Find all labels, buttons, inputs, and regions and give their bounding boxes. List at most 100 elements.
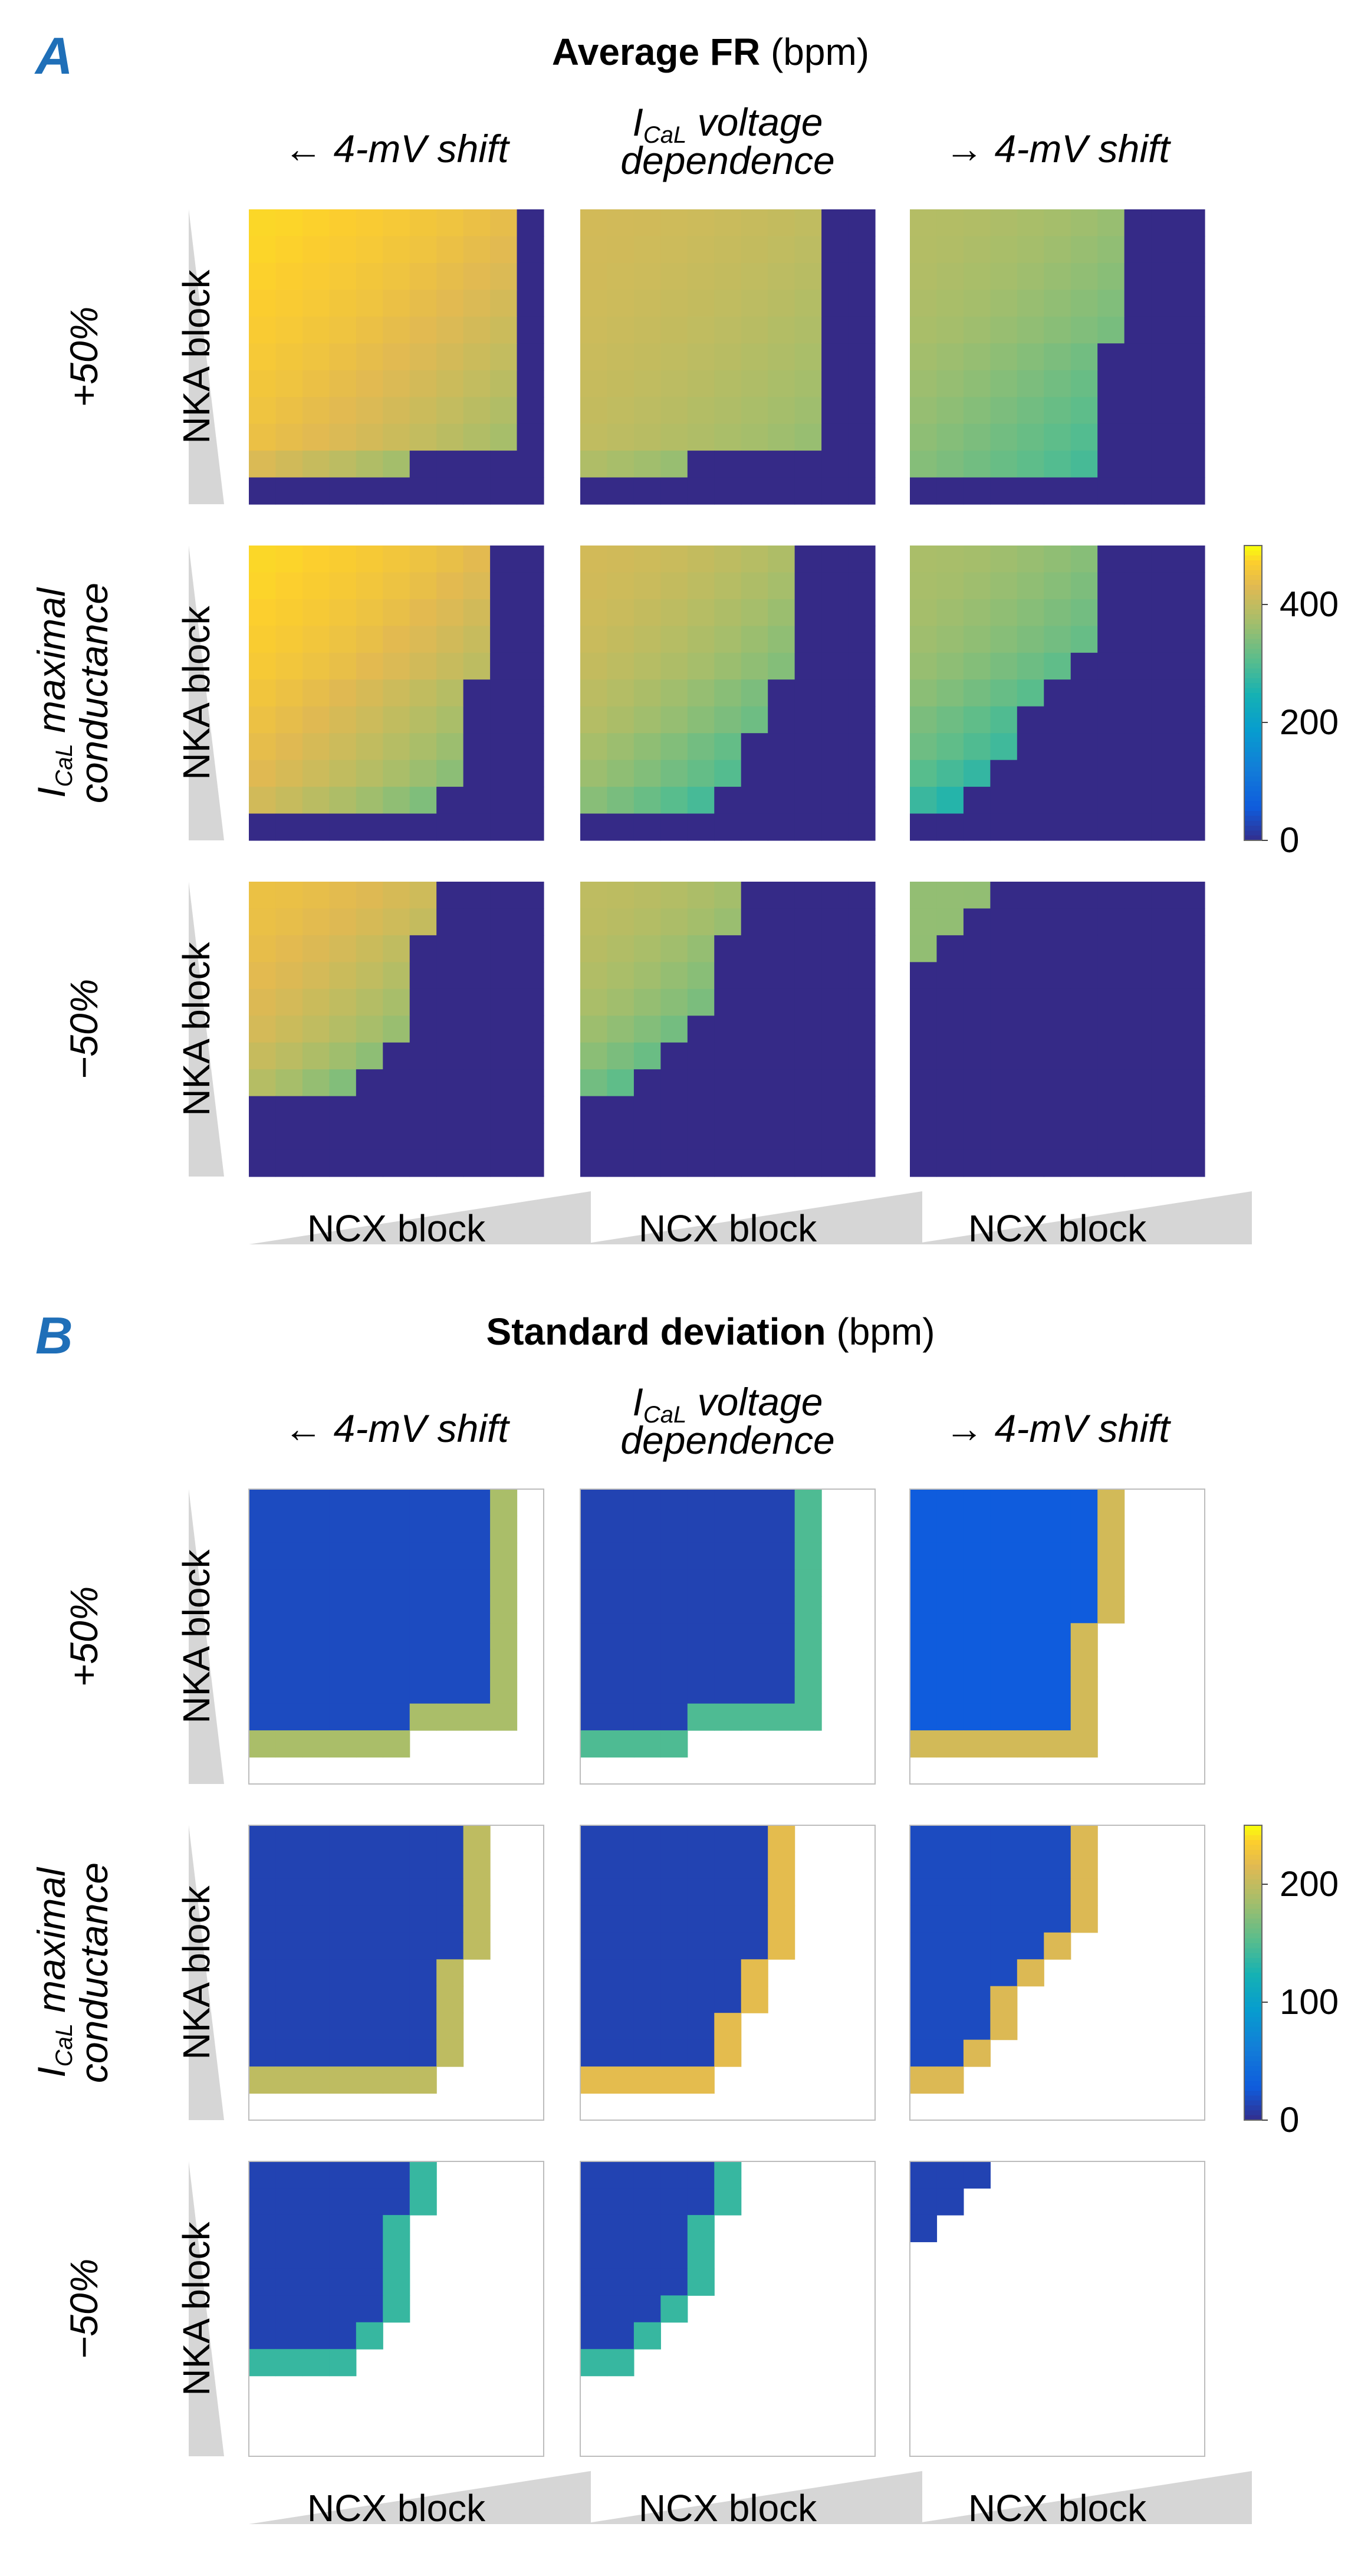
heatmap-cell xyxy=(687,760,715,787)
heatmap-cell xyxy=(463,988,491,1016)
heatmap-cell xyxy=(436,1905,464,1933)
heatmap-cell xyxy=(1044,1596,1071,1624)
heatmap-cell xyxy=(607,370,634,397)
heatmap-cell xyxy=(607,706,634,734)
heatmap-cell xyxy=(490,1016,518,1043)
heatmap-cell xyxy=(580,1878,608,1906)
heatmap-cell xyxy=(275,1703,303,1731)
heatmap-cell xyxy=(910,962,938,990)
heatmap-cell xyxy=(768,209,795,237)
heatmap-cell xyxy=(436,935,464,962)
heatmap-cell xyxy=(607,1042,634,1070)
heatmap-cell xyxy=(1124,908,1152,936)
heatmap-cell xyxy=(329,2188,357,2216)
heatmap-cell xyxy=(821,236,849,264)
heatmap-cell xyxy=(580,2161,608,2189)
heatmap-cell xyxy=(687,1096,715,1123)
heatmap-cell xyxy=(660,908,688,936)
heatmap-cell xyxy=(633,988,661,1016)
heatmap-cell xyxy=(990,370,1018,397)
heatmap-cell xyxy=(714,760,742,787)
heatmap-cell xyxy=(1070,546,1098,573)
heatmap-cell xyxy=(356,1703,383,1731)
heatmap-cell xyxy=(936,1677,964,1704)
heatmap-cell xyxy=(249,1516,277,1543)
heatmap-cell xyxy=(275,1123,303,1151)
heatmap-cell xyxy=(1097,209,1125,237)
heatmap-cell xyxy=(1124,209,1152,237)
heatmap-cell xyxy=(409,706,437,734)
heatmap-cell xyxy=(1151,1016,1179,1043)
heatmap-cell xyxy=(741,1542,768,1570)
heatmap-cell xyxy=(660,572,688,600)
heatmap-cell xyxy=(329,423,357,451)
heatmap-cell xyxy=(409,423,437,451)
heatmap-cell xyxy=(990,1042,1018,1070)
heatmap-cell xyxy=(580,1542,608,1570)
heatmap-cell xyxy=(383,1542,410,1570)
heatmap-cell xyxy=(409,1650,437,1677)
heatmap-cell xyxy=(821,546,849,573)
heatmap-cell xyxy=(356,882,383,909)
heatmap-cell xyxy=(633,2242,661,2269)
heatmap-cell xyxy=(687,1825,715,1853)
colorbar-segment xyxy=(1244,2110,1262,2116)
heatmap-cell xyxy=(436,1542,464,1570)
heatmap-cell xyxy=(821,813,849,841)
heatmap-cell xyxy=(1151,962,1179,990)
heatmap-cell xyxy=(409,1016,437,1043)
colorbar-segment xyxy=(1244,2091,1262,2096)
heatmap-cell xyxy=(436,988,464,1016)
heatmap-cell xyxy=(936,1569,964,1597)
heatmap-cell xyxy=(490,1677,518,1704)
colorbar-segment xyxy=(1244,820,1262,826)
heatmap-cell xyxy=(714,572,742,600)
column-header-right: → 4-mV shift xyxy=(945,1407,1171,1450)
heatmap-cell xyxy=(633,546,661,573)
heatmap-cell xyxy=(249,2214,277,2242)
row-header-bottom: −50% xyxy=(62,979,106,1080)
heatmap-cell xyxy=(1124,1042,1152,1070)
heatmap-cell xyxy=(1044,599,1071,626)
heatmap-cell xyxy=(910,813,938,841)
heatmap-cell xyxy=(249,209,277,237)
heatmap-cell xyxy=(607,652,634,680)
heatmap-cell xyxy=(490,1542,518,1570)
heatmap-cell xyxy=(607,546,634,573)
heatmap-cell xyxy=(1017,1123,1044,1151)
heatmap-cell xyxy=(1017,572,1044,600)
heatmap-cell xyxy=(409,2161,437,2189)
heatmap-cell xyxy=(741,316,768,344)
heatmap-cell xyxy=(660,1016,688,1043)
heatmap-cell xyxy=(329,599,357,626)
heatmap-cell xyxy=(249,262,277,290)
heatmap-cell xyxy=(660,706,688,734)
heatmap-cell xyxy=(490,1516,518,1543)
heatmap-cell xyxy=(936,2161,964,2189)
heatmap-cell xyxy=(714,1650,742,1677)
heatmap-cell xyxy=(249,706,277,734)
heatmap-cell xyxy=(714,423,742,451)
heatmap-cell xyxy=(463,1825,491,1853)
heatmap-cell xyxy=(714,813,742,841)
heatmap-cell xyxy=(1017,1489,1044,1517)
colorbar-segment xyxy=(1244,1948,1262,1954)
heatmap-cell xyxy=(794,209,822,237)
heatmap-cell xyxy=(936,2188,964,2216)
heatmap-cell xyxy=(794,423,822,451)
heatmap-cell xyxy=(910,1703,938,1731)
heatmap-cell xyxy=(660,262,688,290)
colorbar-segment xyxy=(1244,2017,1262,2022)
heatmap-cell xyxy=(848,1123,876,1151)
heatmap-cell xyxy=(794,1516,822,1543)
heatmap-cell xyxy=(936,813,964,841)
heatmap-cell xyxy=(687,599,715,626)
heatmap-cell xyxy=(463,1596,491,1624)
heatmap-cell xyxy=(1151,760,1179,787)
heatmap-cell xyxy=(936,1489,964,1517)
heatmap-cell xyxy=(910,1542,938,1570)
heatmap-cell xyxy=(607,908,634,936)
colorbar-segment xyxy=(1244,757,1262,763)
heatmap-cell xyxy=(1178,370,1205,397)
heatmap-cell xyxy=(580,787,608,814)
